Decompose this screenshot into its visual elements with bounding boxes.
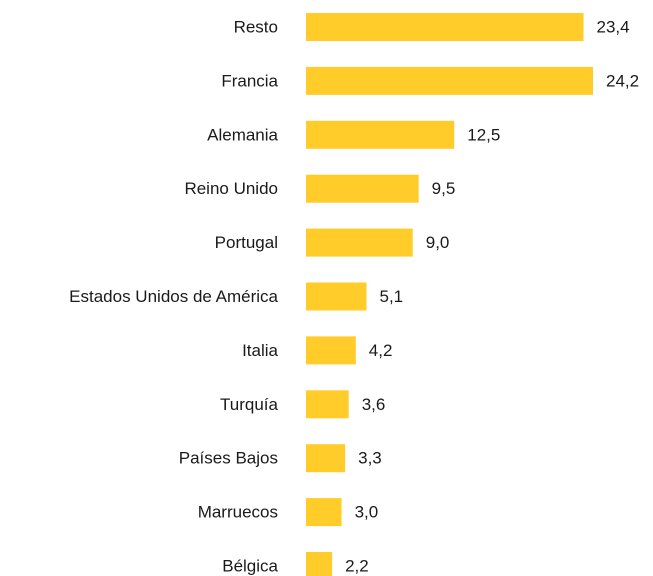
bar <box>306 444 346 473</box>
bar <box>306 336 356 365</box>
value-label: 5,1 <box>379 287 403 306</box>
bar <box>306 552 333 576</box>
bar <box>306 498 342 527</box>
value-label: 4,2 <box>369 341 393 360</box>
value-label: 23,4 <box>597 17 630 36</box>
bar <box>306 174 419 203</box>
bar <box>306 390 349 419</box>
category-label: Francia <box>221 71 278 90</box>
bar <box>306 66 594 95</box>
category-label: Bélgica <box>222 556 278 575</box>
value-label: 9,5 <box>432 179 456 198</box>
category-label: Estados Unidos de América <box>69 287 278 306</box>
value-label: 24,2 <box>606 71 639 90</box>
category-label: Turquía <box>220 395 279 414</box>
bar <box>306 282 367 311</box>
category-label: Marruecos <box>198 503 278 522</box>
category-label: Resto <box>234 17 278 36</box>
category-label: Reino Unido <box>184 179 278 198</box>
bar <box>306 228 413 257</box>
category-label: Países Bajos <box>179 449 278 468</box>
category-label: Portugal <box>215 233 278 252</box>
bar <box>306 120 455 149</box>
category-label: Alemania <box>207 125 278 144</box>
bar <box>306 13 584 41</box>
value-label: 9,0 <box>426 233 450 252</box>
value-label: 3,0 <box>355 503 379 522</box>
value-label: 3,6 <box>362 395 386 414</box>
value-label: 12,5 <box>467 125 500 144</box>
value-label: 3,3 <box>358 449 382 468</box>
value-label: 2,2 <box>345 556 369 575</box>
category-label: Italia <box>242 341 278 360</box>
